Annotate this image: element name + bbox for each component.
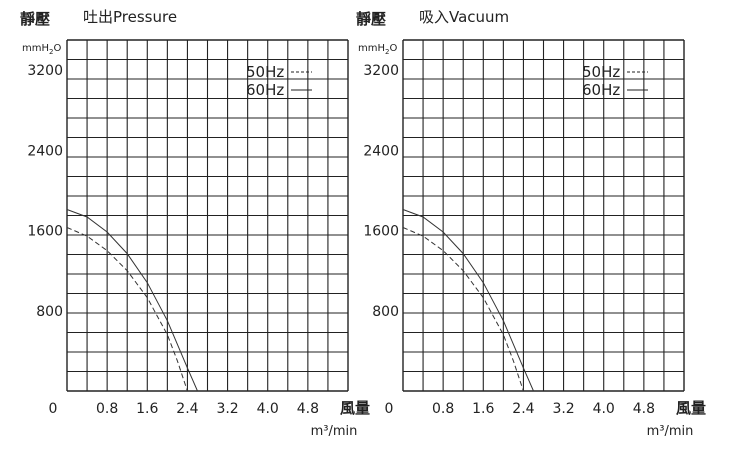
- y-axis-label: 靜壓: [356, 10, 386, 28]
- y-tick-label: 2400: [27, 143, 63, 159]
- y-axis-unit: mmH2O: [358, 43, 397, 56]
- x-tick-label: 1.6: [472, 401, 494, 417]
- legend-label-60Hz: 60Hz: [246, 81, 284, 99]
- y-tick-label: 1600: [363, 224, 399, 240]
- y-tick-label: 2400: [363, 143, 399, 159]
- y-tick-label: 800: [372, 304, 399, 320]
- x-tick-label: 0: [385, 401, 394, 417]
- chart-title: 吸入Vacuum: [419, 8, 509, 26]
- x-tick-label: 2.4: [176, 401, 198, 417]
- y-tick-label: 3200: [363, 63, 399, 79]
- x-axis-label: 風量: [676, 399, 706, 417]
- chart-panel-1: 靜壓 吐出Pressure mmH2O 800 1600 2400 3200 0 0.8 1.6 2…: [20, 8, 370, 439]
- series-line-50Hz: [66, 227, 188, 392]
- chart-panel-2: 靜壓 吸入Vacuum mmH2O 800 1600 2400 3200 0 0.8 1.6 2.4…: [356, 8, 706, 439]
- x-tick-label: 0: [49, 401, 58, 417]
- x-tick-label: 4.8: [297, 401, 319, 417]
- series-line-60Hz: [66, 209, 198, 392]
- x-axis-label: 風量: [340, 399, 370, 417]
- x-tick-label: 0.8: [432, 401, 454, 417]
- legend-label-50Hz: 50Hz: [582, 63, 620, 81]
- x-tick-label: 1.6: [136, 401, 158, 417]
- x-tick-label: 3.2: [216, 401, 238, 417]
- legend-label-60Hz: 60Hz: [582, 81, 620, 99]
- x-tick-label: 4.8: [633, 401, 655, 417]
- series-line-50Hz: [402, 227, 524, 392]
- x-axis-unit: m³/min: [647, 424, 694, 439]
- x-tick-label: 4.0: [257, 401, 279, 417]
- chart-title: 吐出Pressure: [83, 8, 177, 26]
- legend-label-50Hz: 50Hz: [246, 63, 284, 81]
- y-tick-label: 3200: [27, 63, 63, 79]
- y-tick-label: 1600: [27, 224, 63, 240]
- y-axis-unit: mmH2O: [22, 43, 61, 56]
- x-tick-label: 4.0: [593, 401, 615, 417]
- x-tick-label: 2.4: [512, 401, 534, 417]
- x-tick-label: 3.2: [552, 401, 574, 417]
- series-line-60Hz: [402, 209, 534, 392]
- x-axis-unit: m³/min: [311, 424, 358, 439]
- x-tick-label: 0.8: [96, 401, 118, 417]
- y-axis-label: 靜壓: [20, 10, 50, 28]
- y-tick-label: 800: [36, 304, 63, 320]
